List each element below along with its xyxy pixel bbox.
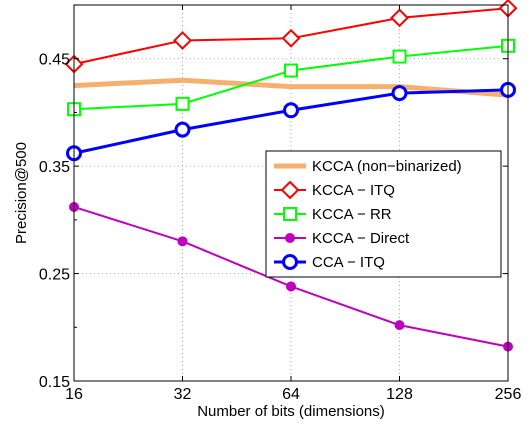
series-point [286, 281, 296, 292]
series-point [392, 49, 407, 64]
legend-item: KCCA − RR [274, 206, 392, 223]
legend: KCCA (non−binarized) KCCA − ITQ KCCA − RR K… [265, 150, 502, 278]
legend-label: KCCA − RR [312, 206, 392, 223]
legend-marker [280, 180, 300, 200]
legend-item: CCA − ITQ [274, 254, 385, 271]
legend-label: KCCA − ITQ [312, 182, 395, 199]
x-tick-label: 64 [282, 386, 300, 403]
series-line [73, 77, 509, 98]
series-point [390, 8, 409, 28]
series-point [174, 121, 191, 138]
legend-item: KCCA (non−binarized) [274, 158, 462, 175]
series-point [177, 236, 188, 247]
legend-label: KCCA (non−binarized) [312, 158, 462, 175]
legend-item: KCCA − ITQ [274, 180, 395, 200]
y-tick-label: 0.35 [39, 159, 70, 176]
series-point [394, 320, 405, 331]
legend-item: KCCA − Direct [274, 230, 410, 247]
y-tick-label: 0.25 [39, 267, 70, 284]
series-point [281, 28, 301, 48]
series-point [284, 63, 298, 78]
y-tick-label: 0.45 [39, 52, 70, 69]
legend-label: KCCA − Direct [312, 230, 410, 247]
legend-marker [282, 254, 298, 270]
series-3 [69, 201, 513, 352]
series-point [391, 85, 408, 102]
legend-label: CCA − ITQ [312, 254, 385, 271]
x-tick-label: 128 [386, 386, 413, 403]
axes: 16 32 64 128 256 0.15 0.25 0.35 0.45 [39, 5, 522, 403]
series-point [173, 31, 192, 50]
legend-marker [285, 233, 295, 243]
series-layer [64, 0, 518, 352]
series-point [175, 96, 190, 111]
series-4 [66, 81, 516, 162]
y-axis-title: Precision@500 [13, 142, 30, 244]
series-1 [64, 0, 518, 74]
series-2 [67, 38, 515, 117]
x-axis-title: Number of bits (dimensions) [197, 403, 385, 420]
x-tick-label: 256 [495, 386, 522, 403]
x-tick-label: 16 [65, 386, 83, 403]
x-tick-label: 32 [174, 386, 192, 403]
legend-marker [283, 207, 297, 221]
y-tick-label: 0.15 [39, 374, 70, 391]
series-point [283, 102, 299, 119]
series-0 [73, 77, 509, 98]
